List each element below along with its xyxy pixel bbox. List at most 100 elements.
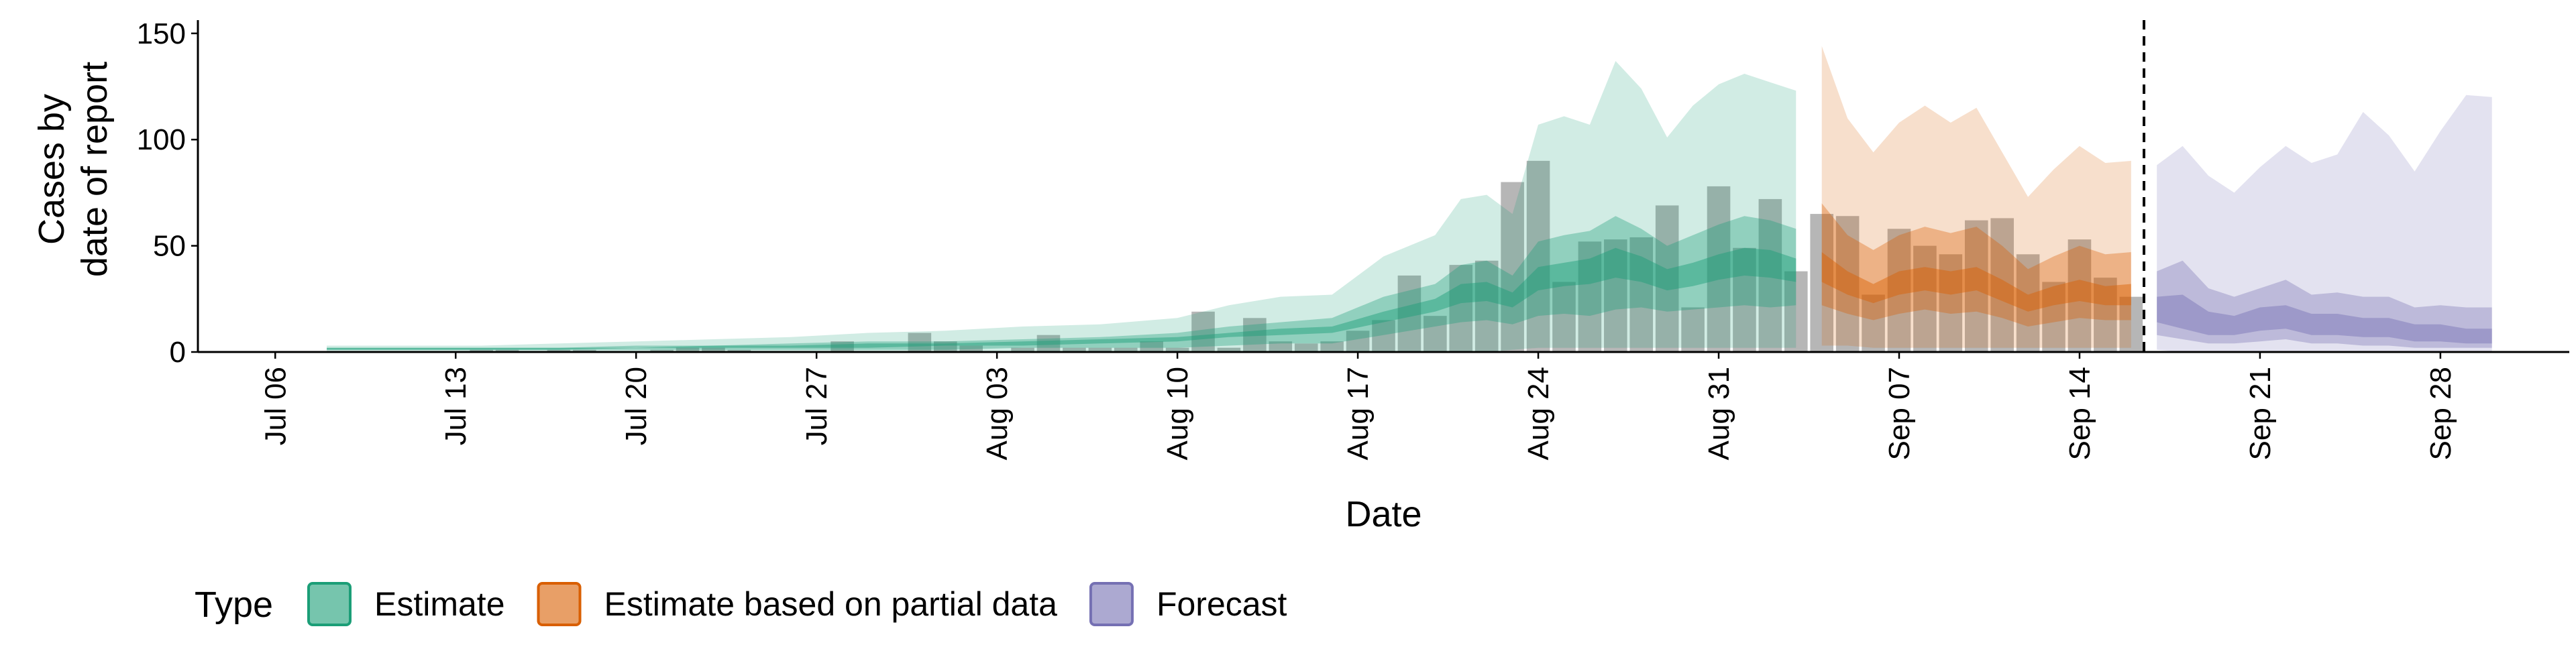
data-bar [1501,182,1524,352]
data-bar [1294,343,1318,352]
x-tick-label: Jul 20 [620,367,653,445]
data-bar [1397,275,1421,352]
data-bar [1681,307,1705,352]
data-bar [2094,278,2117,352]
data-bar [1526,160,1550,352]
bars-layer [470,160,2143,352]
series-estimate [327,61,1796,352]
band-ci20 [327,247,1796,350]
data-bar [470,349,493,352]
legend-item: Estimate [307,582,505,626]
data-bar [1372,320,1395,352]
x-tick-label: Sep 21 [2244,367,2277,460]
band-ci50 [1821,203,2131,327]
data-bar [1165,347,1189,352]
x-tick-label: Jul 13 [439,367,472,445]
data-bar [2042,282,2065,352]
data-bar [1140,341,1163,352]
legend-label: Estimate [374,585,505,623]
data-bar [702,347,725,352]
band-ci90 [2157,95,2492,352]
data-bar [1011,347,1034,352]
x-tick-label: Aug 24 [1522,367,1555,460]
band-ci90 [1821,46,2131,348]
x-axis-title: Date [1345,494,1421,534]
data-bar [1243,318,1267,352]
data-bar [1604,239,1627,352]
data-bar [547,349,571,352]
data-bar [1733,247,1756,352]
data-bar [1862,294,1885,352]
x-tick-label: Aug 03 [981,367,1014,460]
band-ci20 [2157,294,2492,344]
legend: Type Estimate Estimate based on partial da… [195,582,1287,626]
x-tick-label: Jul 27 [800,367,833,445]
data-bar [1835,216,1860,352]
band-ci20 [1821,252,2131,312]
data-bar [495,349,519,352]
y-axis-title-line: date of report [74,62,115,277]
data-bar [2119,296,2143,352]
data-bar [1913,245,1937,352]
data-bar [2016,254,2040,352]
data-bar [908,333,932,352]
y-tick-label: 0 [170,336,186,369]
legend-item: Estimate based on partial data [537,582,1058,626]
data-bar [1449,265,1473,352]
data-bar [1939,254,1963,352]
data-bar [2068,239,2092,352]
band-ci50 [327,216,1796,350]
data-bar [676,347,700,352]
data-bar [727,349,751,352]
data-bar [650,349,674,352]
y-tick-label: 100 [137,123,186,156]
data-bar [1269,341,1293,352]
y-tick-label: 150 [137,17,186,50]
data-bar [934,341,957,352]
x-tick-label: Sep 14 [2063,367,2096,460]
data-bar [1474,260,1499,352]
axes-layer: 0 50 100 150 Jul 06 Jul 13 Jul 20 Jul 27 Aug 03 A… [32,17,2569,534]
series-estimate-based-on-partial-data [1821,46,2131,348]
x-tick-label: Sep 07 [1883,367,1916,460]
data-bar [1320,341,1344,352]
data-bar [959,345,983,352]
data-bar [1629,237,1654,352]
data-bar [1964,220,1988,352]
series-forecast [2157,95,2492,352]
data-bar [1114,347,1138,352]
data-bar [1063,347,1086,352]
legend-label: Estimate based on partial data [604,585,1058,623]
x-tick-label: Aug 10 [1161,367,1194,460]
y-tick-label: 50 [153,230,186,263]
data-bar [1887,229,1911,352]
x-tick-label: Aug 31 [1703,367,1735,460]
x-tick-label: Aug 17 [1342,367,1375,460]
band-ci50 [2157,260,2492,348]
data-bar [1810,214,1833,352]
data-bar [1578,241,1602,352]
data-bar [573,349,596,352]
x-tick-label: Sep 28 [2424,367,2457,460]
x-tick-label: Jul 06 [259,367,292,445]
data-bar [1191,311,1215,352]
legend-title: Type [195,585,273,625]
data-bar [1784,271,1808,352]
data-bar [1552,282,1576,352]
legend-swatch [307,582,352,626]
data-bar [1990,218,2014,352]
data-bar [1655,205,1679,352]
legend-label: Forecast [1157,585,1287,623]
data-bar [1217,347,1241,352]
data-bar [1424,316,1447,352]
legend-swatch [537,582,582,626]
bands-layer [327,46,2492,352]
data-bar [1346,331,1370,352]
data-bar [1088,347,1112,352]
y-axis-title-line: Cases by [32,94,72,245]
data-bar [1036,335,1061,352]
data-bar [830,341,854,352]
legend-swatch [1089,582,1134,626]
